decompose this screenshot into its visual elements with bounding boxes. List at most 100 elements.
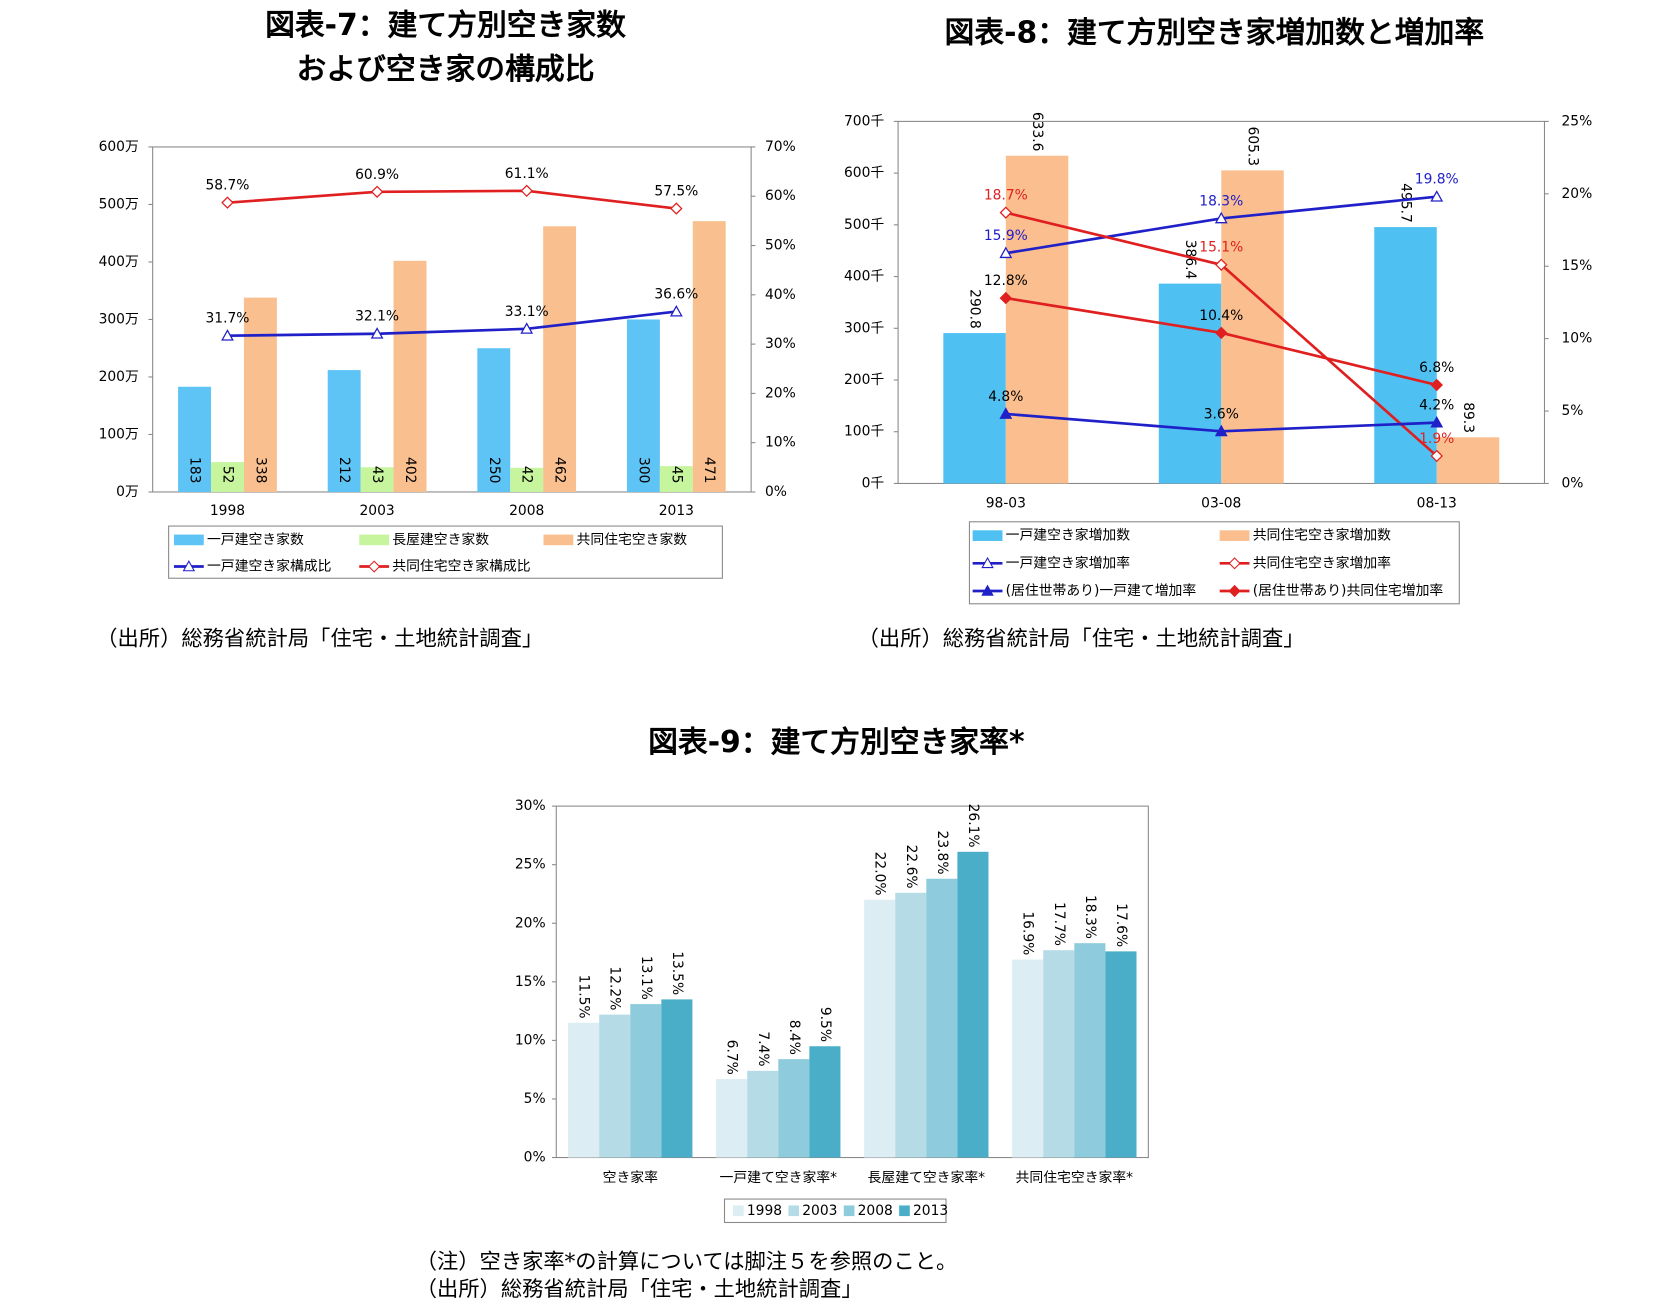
y-tick-label: 200万 <box>99 369 139 385</box>
chart-title: 図表-7：建て方別空き家数 <box>265 8 626 43</box>
data-label: 6.8% <box>1419 360 1454 376</box>
legend-label: 1998 <box>747 1203 782 1219</box>
data-label: 4.8% <box>988 389 1023 405</box>
line <box>227 189 677 210</box>
y-tick-label: 25% <box>515 857 546 873</box>
legend-box <box>723 1198 947 1224</box>
legend-marker <box>368 560 381 573</box>
data-label: 10.4% <box>1199 308 1243 324</box>
legend-marker <box>1228 557 1241 570</box>
legend-label: 2013 <box>913 1203 948 1219</box>
marker <box>999 206 1013 219</box>
data-label: 22.6% <box>903 845 919 889</box>
legend-label: 共同住宅空き家増加率 <box>1253 554 1391 571</box>
bar <box>692 221 726 492</box>
bar <box>599 1014 631 1158</box>
legend-label: (居住世帯あり)共同住宅増加率 <box>1253 582 1444 599</box>
legend-box <box>168 525 723 579</box>
y2-tick-label: 20% <box>1562 186 1593 202</box>
y-tick-label: 700千 <box>844 113 884 129</box>
y-tick-label: 400万 <box>99 254 139 270</box>
y2-tick-label: 60% <box>765 188 796 204</box>
data-label: 52 <box>219 466 235 484</box>
data-label: 386.4 <box>1182 240 1198 280</box>
marker <box>1214 424 1228 437</box>
bar <box>1005 155 1069 484</box>
data-label: 15.9% <box>984 228 1028 244</box>
x-tick-label: 2013 <box>659 503 694 519</box>
y-tick-label: 500千 <box>844 217 884 233</box>
marker <box>520 184 533 198</box>
data-label: 33.1% <box>505 304 549 320</box>
y-tick-label: 30% <box>515 798 546 814</box>
bar <box>243 297 277 492</box>
marker <box>1214 211 1228 224</box>
legend-label: 共同住宅空き家数 <box>576 531 687 548</box>
bar <box>1012 959 1044 1158</box>
data-label: 18.7% <box>984 188 1028 204</box>
bar <box>510 467 544 492</box>
data-label: 89.3 <box>1460 402 1476 433</box>
y2-tick-label: 40% <box>765 287 796 303</box>
marker <box>1430 449 1443 463</box>
x-tick-label: 2003 <box>359 503 394 519</box>
data-label: 58.7% <box>206 178 250 194</box>
legend-swatch <box>543 534 574 546</box>
x-tick-label: 空き家率 <box>603 1169 658 1186</box>
marker <box>999 407 1013 419</box>
data-label: 18.3% <box>1082 895 1098 939</box>
y2-tick-label: 15% <box>1562 258 1593 274</box>
data-label: 462 <box>552 457 568 483</box>
legend-swatch <box>972 530 1003 541</box>
y-tick-label: 15% <box>515 974 546 990</box>
chart-title: 図表-8：建て方別空き家増加数と増加率 <box>945 16 1485 51</box>
data-label: 8.4% <box>786 1020 802 1055</box>
y2-tick-label: 10% <box>765 435 796 451</box>
marker <box>1430 190 1444 202</box>
marker <box>670 202 683 215</box>
y-tick-label: 300千 <box>844 320 884 336</box>
chart-title: および空き家の構成比 <box>297 52 595 87</box>
legend-label: 2008 <box>858 1203 893 1219</box>
legend-swatch <box>1219 530 1250 541</box>
data-label: 6.7% <box>724 1040 740 1075</box>
data-label: 18.3% <box>1199 193 1243 209</box>
data-label: 11.5% <box>576 975 592 1019</box>
bar <box>943 333 1006 484</box>
marker <box>221 196 234 209</box>
data-label: 212 <box>336 457 352 483</box>
bar <box>895 892 927 1158</box>
y2-tick-label: 5% <box>1562 403 1584 419</box>
data-label: 19.8% <box>1415 172 1459 188</box>
chart-title: 図表-9：建て方別空き家率* <box>648 725 1024 760</box>
data-label: 4.2% <box>1419 398 1454 414</box>
legend-marker <box>981 556 994 569</box>
y-tick-label: 400千 <box>844 269 884 285</box>
bar <box>477 348 511 492</box>
x-tick-label: 98-03 <box>986 496 1026 512</box>
bar <box>778 1059 810 1158</box>
data-label: 12.8% <box>984 273 1028 289</box>
y2-tick-label: 50% <box>765 238 796 254</box>
legend-label: 2003 <box>802 1203 837 1219</box>
data-label: 605.3 <box>1245 127 1261 167</box>
bar <box>211 462 244 492</box>
marker <box>1430 415 1444 428</box>
data-label: 60.9% <box>355 167 399 183</box>
marker <box>1215 258 1228 272</box>
y-tick-label: 600万 <box>99 139 139 155</box>
data-label: 45 <box>668 466 684 484</box>
data-label: 183 <box>187 457 203 483</box>
y-tick-label: 0千 <box>862 475 885 491</box>
data-label: 31.7% <box>206 311 250 327</box>
legend-swatch <box>733 1205 744 1217</box>
data-label: 26.1% <box>965 804 981 848</box>
marker <box>999 291 1013 305</box>
data-label: 17.6% <box>1113 903 1129 947</box>
legend-label: 一戸建空き家増加率 <box>1006 554 1131 571</box>
bar <box>1043 950 1075 1158</box>
data-label: 12.2% <box>607 966 623 1010</box>
legend-label: 一戸建空き家増加数 <box>1006 527 1131 544</box>
y-tick-label: 600千 <box>844 165 884 181</box>
bar <box>716 1079 748 1158</box>
